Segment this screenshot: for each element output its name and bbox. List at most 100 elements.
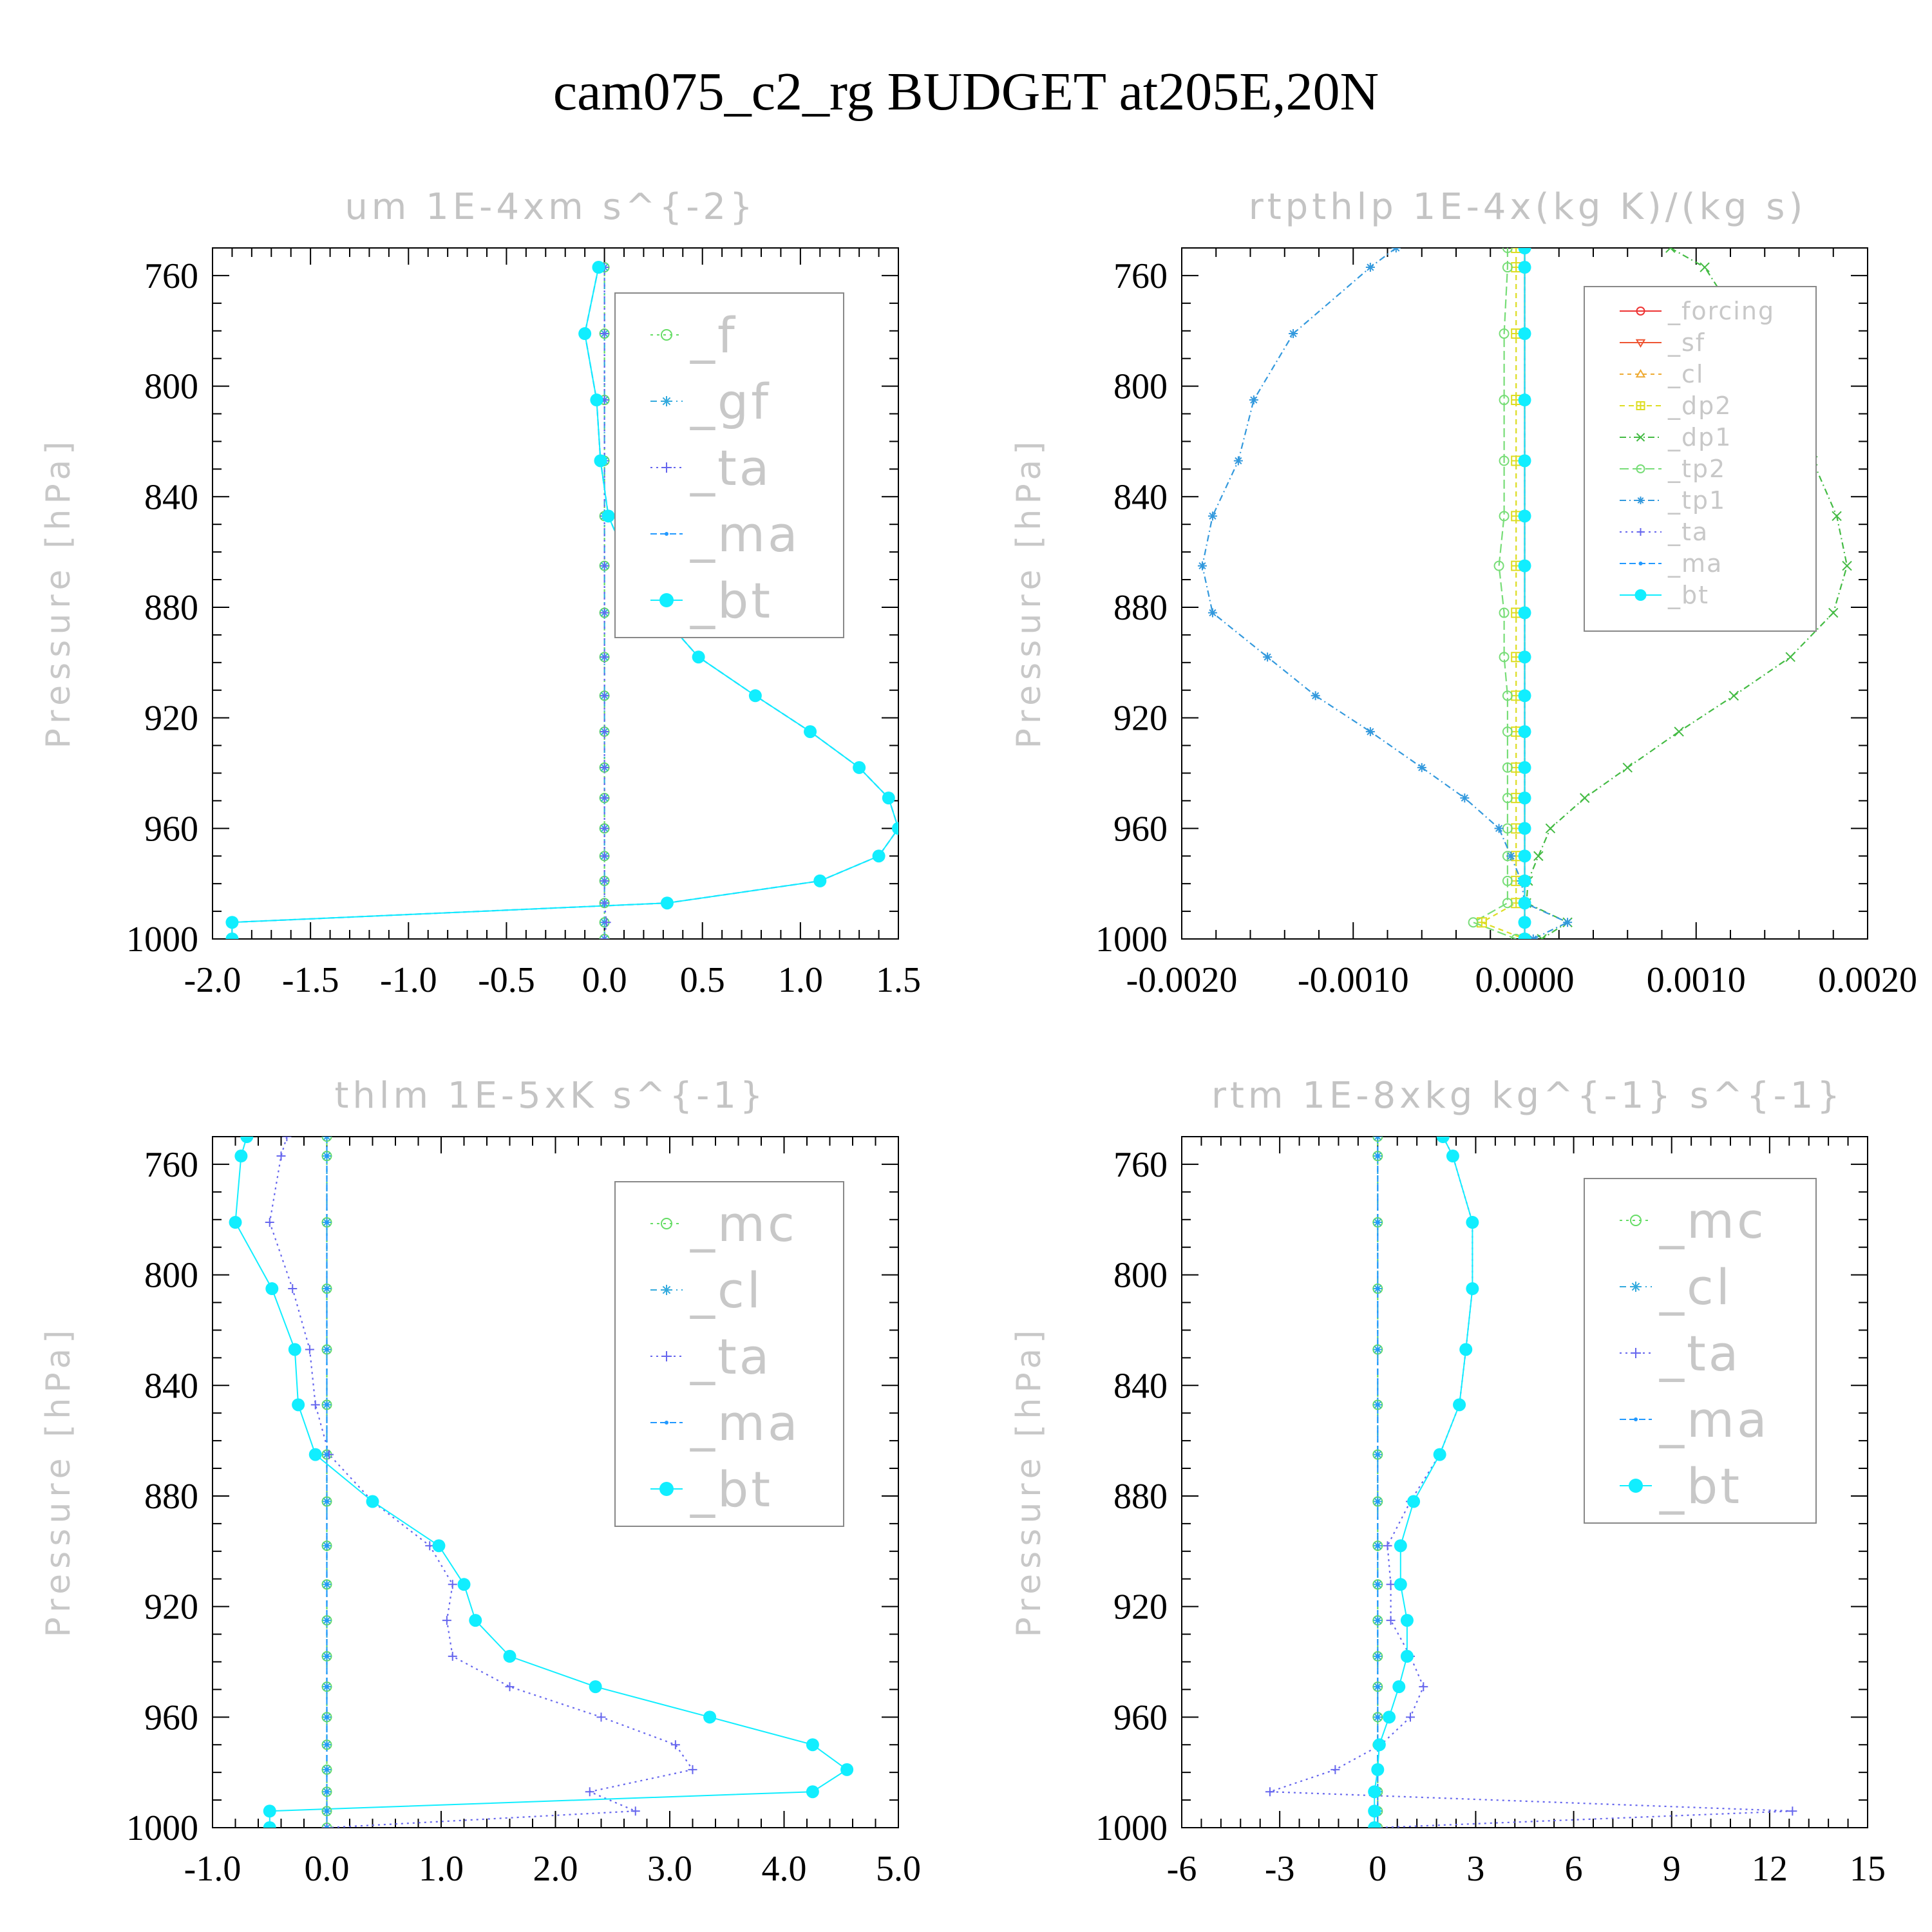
panel-rtpthlp: rtpthlp 1E-4x(kg K)/(kg s) Pressure [hPa…: [1010, 186, 1917, 1000]
data-point-bt: [1518, 849, 1531, 863]
legend-label-ma: _ma: [690, 506, 800, 563]
x-tick-label: -0.5: [478, 960, 535, 1000]
data-point-ma: [325, 1582, 329, 1587]
data-point-ta: [596, 1712, 606, 1722]
data-point-bt: [748, 689, 762, 703]
data-point-bt: [1518, 393, 1531, 407]
y-tick-label: 1000: [126, 920, 198, 960]
x-tick-label: 12: [1752, 1849, 1788, 1889]
data-point-ma: [325, 1685, 329, 1689]
data-point-bt: [1518, 454, 1531, 468]
series-line-dp2: [1480, 248, 1525, 939]
x-tick-label: 0.0000: [1475, 960, 1575, 1000]
data-point-tp2: [1502, 690, 1513, 701]
data-point-bt: [432, 1539, 446, 1553]
data-point-tp1: [1263, 652, 1273, 662]
data-point-tp1: [1365, 727, 1375, 737]
y-tick-label: 1000: [1095, 1808, 1168, 1848]
data-point-tp2: [1499, 328, 1510, 339]
data-point-ta: [670, 1740, 680, 1750]
axis-ticks: [1181, 247, 1868, 940]
data-point-ma: [325, 1715, 329, 1719]
y-tick-label: 760: [144, 1145, 198, 1185]
data-point-tp1: [1249, 395, 1258, 405]
data-point-bt: [503, 1649, 516, 1663]
data-point-bt: [1394, 1539, 1407, 1553]
data-point-bt: [1383, 1710, 1396, 1724]
data-point-bt: [1518, 896, 1531, 910]
legend-label-ta: _ta: [1667, 518, 1709, 546]
legend-label-mc: _mc: [1659, 1192, 1766, 1249]
data-point-ta: [448, 1651, 457, 1661]
x-tick-label: -6: [1167, 1849, 1197, 1889]
data-point-ta: [1386, 1616, 1396, 1625]
data-point-ma: [1376, 1685, 1380, 1689]
legend-marker-mc: [661, 1218, 672, 1229]
y-tick-label: 760: [1113, 1145, 1168, 1185]
data-point-bt: [592, 261, 605, 274]
legend-marker-bt: [659, 593, 674, 607]
data-point-bt: [1368, 1804, 1381, 1818]
data-point-bt: [1518, 725, 1531, 739]
data-point-tp1: [1208, 511, 1217, 521]
legend-label-tp2: _tp2: [1667, 455, 1726, 483]
data-point-bt: [240, 1137, 254, 1143]
data-point-ta: [600, 762, 609, 772]
data-point-dp1: [1579, 793, 1590, 803]
data-point-dp1: [1700, 262, 1710, 272]
data-point-ta: [600, 876, 609, 886]
legend-marker-cl: [1635, 369, 1646, 378]
panel-rtpthlp-title: rtpthlp 1E-4x(kg K)/(kg s): [1249, 186, 1807, 228]
data-point-ma: [325, 1287, 329, 1291]
legend-label-ta: _ta: [690, 1328, 772, 1385]
x-tick-label: 4.0: [762, 1849, 807, 1889]
data-point-bt: [1518, 509, 1531, 523]
axis-ticks: [1181, 1136, 1868, 1828]
data-point-ma: [325, 1618, 329, 1623]
data-point-ta: [600, 934, 609, 939]
data-point-ta: [305, 1345, 314, 1354]
y-tick-label: 920: [144, 699, 198, 739]
legend-label-dp1: _dp1: [1667, 423, 1732, 451]
data-point-bt: [1400, 1649, 1414, 1663]
data-point-ma: [325, 1809, 329, 1814]
data-point-dp1: [1832, 511, 1842, 522]
legend-marker-tp2: [1636, 464, 1645, 473]
data-point-tp2: [1499, 511, 1510, 522]
x-tick-label: 1.0: [419, 1849, 464, 1889]
data-point-bt: [1368, 1785, 1381, 1799]
data-point-tp1: [1311, 691, 1320, 701]
data-point-bt: [872, 849, 886, 863]
data-point-ma: [1376, 1347, 1380, 1352]
data-point-bt: [1433, 1448, 1446, 1461]
data-point-dp1: [1622, 762, 1633, 773]
data-point-bt: [1446, 1150, 1459, 1163]
legend-marker-ma: [665, 1421, 668, 1425]
data-point-tp2: [1493, 560, 1504, 571]
data-point-tp1: [1417, 762, 1426, 772]
legend: _mc _cl _ta _ma _bt: [614, 1181, 844, 1527]
data-point-ma: [325, 1826, 329, 1828]
data-point-ta: [1386, 1580, 1396, 1589]
x-tick-label: -0.0020: [1126, 960, 1238, 1000]
x-tick-label: 2.0: [533, 1849, 578, 1889]
legend-marker-cl: [1631, 1282, 1641, 1292]
y-tick-label: 960: [1113, 809, 1168, 849]
legend-marker-cl: [661, 1285, 672, 1295]
series-layer: [1265, 1137, 1797, 1828]
data-point-tp2: [1502, 875, 1513, 886]
legend: _f _gf _ta _ma _bt: [614, 292, 844, 638]
legend-marker-ta: [661, 462, 672, 473]
data-point-bt: [1392, 1680, 1406, 1694]
data-point-ma: [325, 1767, 329, 1772]
data-point-ta: [600, 898, 609, 908]
data-point-bt: [590, 393, 603, 407]
data-point-ta: [448, 1580, 457, 1589]
data-point-tp1: [1197, 561, 1207, 571]
data-point-bt: [806, 1738, 819, 1752]
data-point-ta: [310, 1400, 320, 1410]
data-point-bt: [589, 1680, 602, 1694]
data-point-bt: [1466, 1282, 1479, 1296]
legend-label-ma: _ma: [1659, 1391, 1770, 1448]
y-tick-label: 840: [144, 1366, 198, 1406]
